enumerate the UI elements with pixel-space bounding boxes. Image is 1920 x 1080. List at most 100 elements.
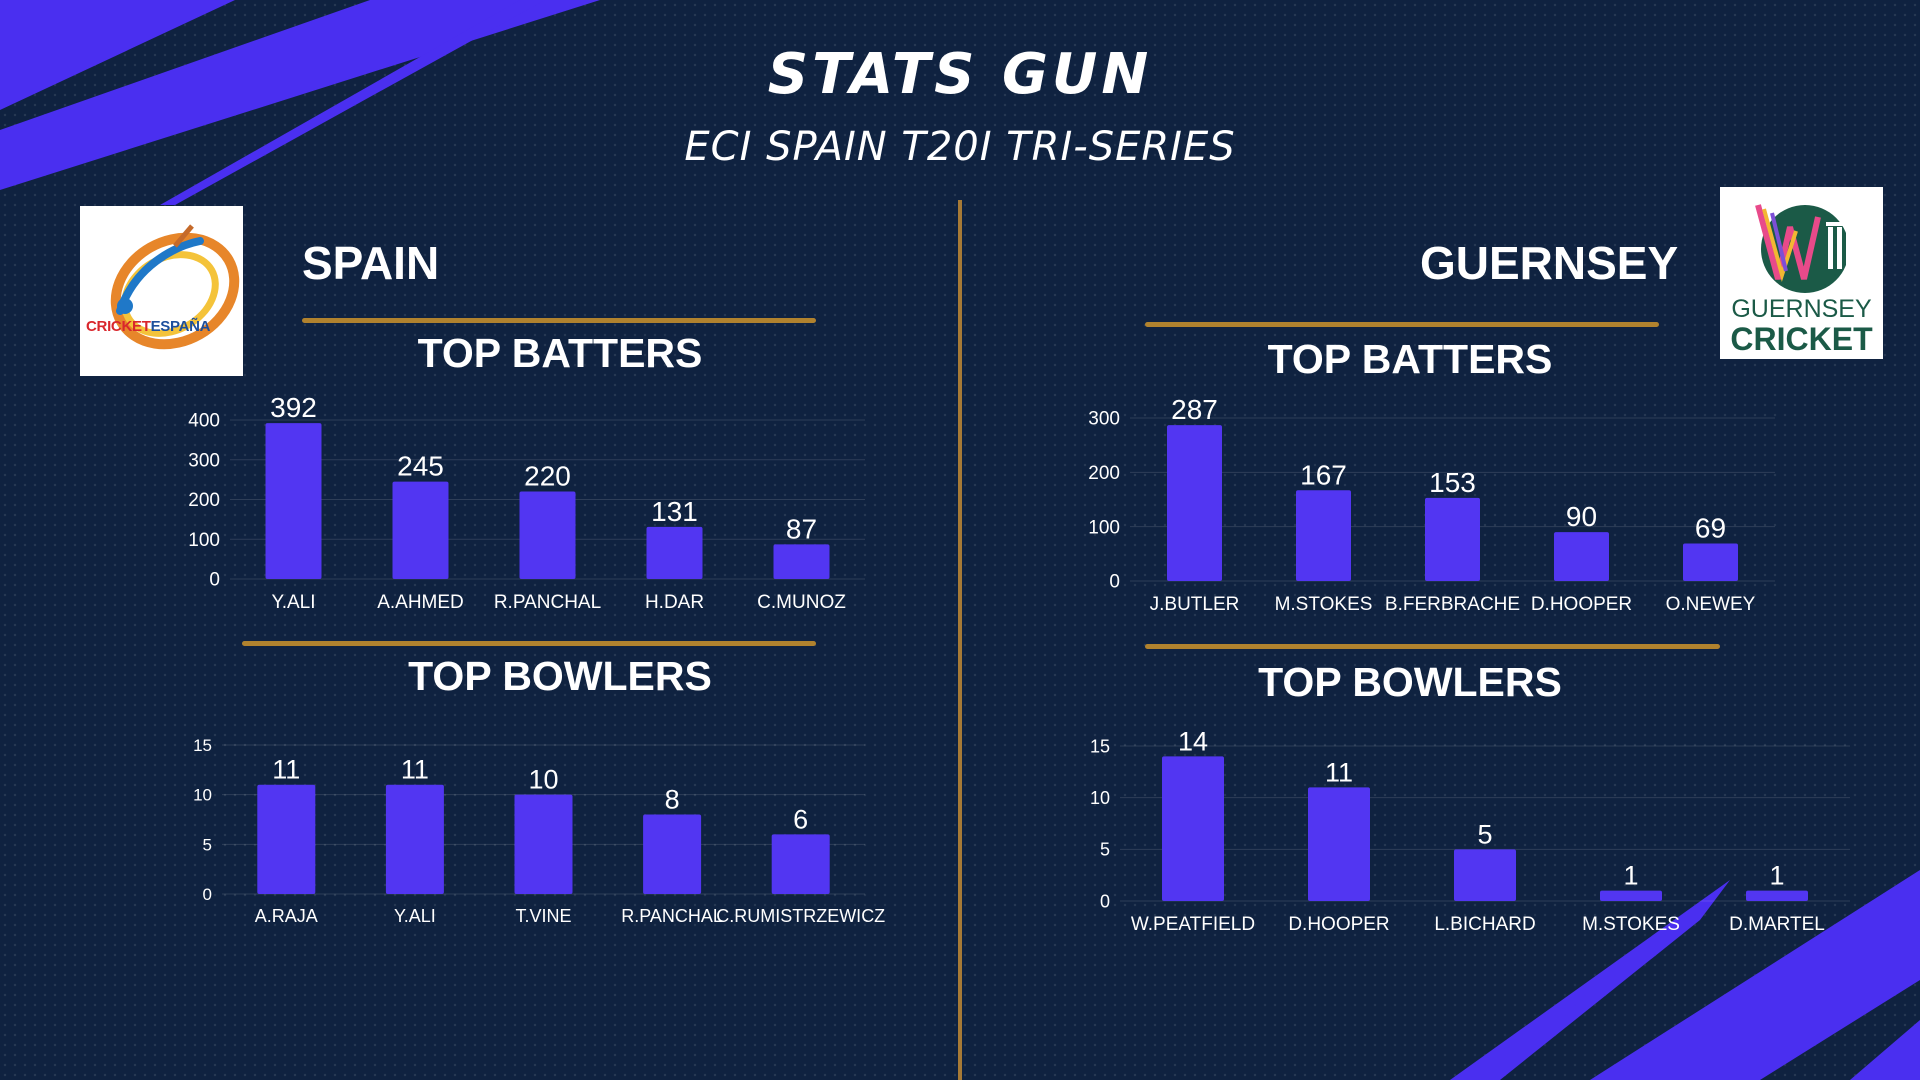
guernsey-bowlers-category-label-3: M.STOKES	[1582, 914, 1680, 935]
spain-batters-ytick-4: 400	[188, 411, 220, 432]
spain-bowlers-value-label-1: 11	[401, 755, 429, 785]
page-subtitle: ECI SPAIN T20I TRI-SERIES	[684, 124, 1236, 170]
guernsey-batters-ytick-2: 200	[1088, 463, 1120, 484]
guernsey-bowlers-title: TOP BOWLERS	[1258, 659, 1562, 705]
guernsey-batters-category-label-3: D.HOOPER	[1531, 594, 1632, 615]
spain-bowlers-bar-4	[771, 834, 830, 894]
guernsey-batters-bar-3	[1554, 532, 1609, 581]
spain-batters-chart: 0 100 200 300 400 392 Y.ALI 245 A.AHMED 220 R.PANC…	[188, 392, 865, 613]
guernsey-batters-bar-4	[1683, 543, 1738, 581]
guernsey-bowlers-bar-2	[1454, 849, 1516, 901]
stripe-bottom-right-3	[1850, 1020, 1920, 1080]
spain-bowlers-ytick-0: 0	[203, 885, 212, 904]
cricket-espana-logo: CRICKETESPAÑA	[80, 206, 243, 376]
guernsey-batters-bar-2	[1425, 497, 1480, 581]
spain-gold-line-1	[302, 318, 816, 323]
logo-text-cricket-guernsey: CRICKET	[1730, 321, 1873, 357]
guernsey-batters-value-label-1: 167	[1300, 459, 1347, 490]
spain-bowlers-bar-1	[385, 784, 444, 894]
guernsey-bowlers-category-label-1: D.HOOPER	[1288, 914, 1389, 935]
spain-bowlers-category-label-2: T.VINE	[515, 906, 571, 926]
spain-bowlers-value-label-0: 11	[272, 755, 300, 785]
logo-text-guernsey: GUERNSEY	[1731, 295, 1872, 323]
guernsey-batters-value-label-3: 90	[1566, 501, 1597, 532]
logo-text-cricket: CRICKET	[86, 318, 151, 335]
logo-text-espana: ESPAÑA	[150, 318, 211, 335]
guernsey-bowlers-category-label-2: L.BICHARD	[1434, 914, 1535, 935]
spain-batters-category-label-2: R.PANCHAL	[494, 592, 601, 613]
guernsey-bowlers-bar-4	[1746, 890, 1808, 901]
spain-batters-category-label-4: C.MUNOZ	[757, 592, 846, 613]
spain-batters-bar-4	[773, 544, 830, 579]
spain-batters-value-label-4: 87	[786, 513, 817, 544]
spain-bowlers-ytick-3: 15	[193, 736, 212, 755]
spain-batters-bar-0	[265, 423, 322, 579]
guernsey-batters-title: TOP BATTERS	[1267, 336, 1553, 382]
spain-bowlers-value-label-2: 10	[528, 765, 558, 795]
spain-batters-ytick-3: 300	[188, 450, 220, 471]
stripe-top-left-3	[160, 0, 545, 205]
guernsey-batters-value-label-2: 153	[1429, 467, 1476, 498]
guernsey-bowlers-ytick-3: 15	[1090, 736, 1110, 756]
stripe-bottom-right-1	[1450, 880, 1730, 1080]
guernsey-emblem-icon	[1755, 204, 1853, 293]
guernsey-bowlers-bar-3	[1600, 890, 1662, 901]
spain-batters-value-label-2: 220	[524, 461, 571, 492]
spain-batters-bar-1	[392, 481, 449, 579]
guernsey-batters-ytick-1: 100	[1088, 517, 1120, 538]
spain-team-name: SPAIN	[302, 237, 440, 289]
spain-batters-ytick-1: 100	[188, 530, 220, 551]
spain-batters-category-label-1: A.AHMED	[377, 592, 464, 613]
spain-batters-value-label-0: 392	[270, 392, 317, 423]
spain-bowlers-category-label-4: C.RUMISTRZEWICZ	[716, 906, 885, 926]
guernsey-bowlers-ytick-1: 5	[1100, 840, 1110, 860]
guernsey-bowlers-category-label-0: W.PEATFIELD	[1131, 914, 1255, 935]
guernsey-gold-line-1	[1145, 322, 1659, 327]
spain-bowlers-category-label-3: R.PANCHAL	[621, 906, 723, 926]
guernsey-gold-line-2	[1145, 644, 1720, 649]
guernsey-batters-value-label-0: 287	[1171, 394, 1218, 425]
spain-batters-value-label-3: 131	[651, 496, 698, 527]
spain-bowlers-ytick-1: 5	[203, 835, 212, 854]
guernsey-bowlers-value-label-3: 1	[1623, 861, 1638, 891]
spain-bowlers-value-label-4: 6	[793, 804, 808, 834]
stripe-bottom-right-2	[1590, 870, 1920, 1080]
spain-batters-bar-3	[646, 526, 703, 579]
guernsey-bowlers-bar-0	[1162, 756, 1224, 901]
spain-batters-category-label-3: H.DAR	[645, 592, 704, 613]
guernsey-bowlers-value-label-4: 1	[1769, 861, 1784, 891]
guernsey-bowlers-ytick-0: 0	[1100, 891, 1110, 911]
spain-batters-ytick-2: 200	[188, 490, 220, 511]
spain-bowlers-category-label-1: Y.ALI	[394, 906, 436, 926]
spain-bowlers-bar-0	[257, 784, 316, 894]
guernsey-batters-ytick-0: 0	[1109, 572, 1120, 593]
guernsey-bowlers-bar-1	[1308, 787, 1370, 901]
guernsey-cricket-logo: GUERNSEY CRICKET	[1720, 187, 1883, 359]
spain-bowlers-bar-2	[514, 794, 573, 894]
spain-bowlers-title: TOP BOWLERS	[408, 653, 712, 699]
guernsey-batters-value-label-4: 69	[1695, 513, 1726, 544]
guernsey-bowlers-value-label-0: 14	[1178, 726, 1208, 756]
guernsey-batters-category-label-0: J.BUTLER	[1150, 594, 1240, 615]
stripe-top-left-1	[0, 0, 235, 110]
guernsey-bowlers-value-label-1: 11	[1325, 757, 1353, 787]
guernsey-batters-chart: 0 100 200 300 287 J.BUTLER 167 M.STOKES 153 B.FER…	[1088, 394, 1775, 615]
spain-batters-bar-2	[519, 491, 576, 579]
guernsey-batters-bar-1	[1296, 490, 1351, 581]
guernsey-batters-bar-0	[1167, 425, 1222, 581]
spain-batters-value-label-1: 245	[397, 451, 444, 482]
guernsey-bowlers-ytick-2: 10	[1090, 788, 1110, 808]
guernsey-bowlers-category-label-4: D.MARTEL	[1729, 914, 1825, 935]
guernsey-batters-category-label-2: B.FERBRACHE	[1385, 594, 1520, 615]
guernsey-bowlers-value-label-2: 5	[1477, 819, 1492, 849]
spain-bowlers-value-label-3: 8	[665, 785, 680, 815]
guernsey-team-name: GUERNSEY	[1420, 237, 1679, 289]
guernsey-batters-category-label-1: M.STOKES	[1275, 594, 1373, 615]
spain-batters-ytick-0: 0	[209, 570, 220, 591]
spain-bowlers-chart: 0 5 10 15 11 A.RAJA 11 Y.ALI 10 T.VINE 8 R.PANCHAL 6…	[193, 736, 885, 926]
cricket-espana-swoosh-icon	[110, 224, 240, 350]
page-title: STATS GUN	[767, 42, 1153, 107]
center-divider	[958, 200, 962, 1080]
